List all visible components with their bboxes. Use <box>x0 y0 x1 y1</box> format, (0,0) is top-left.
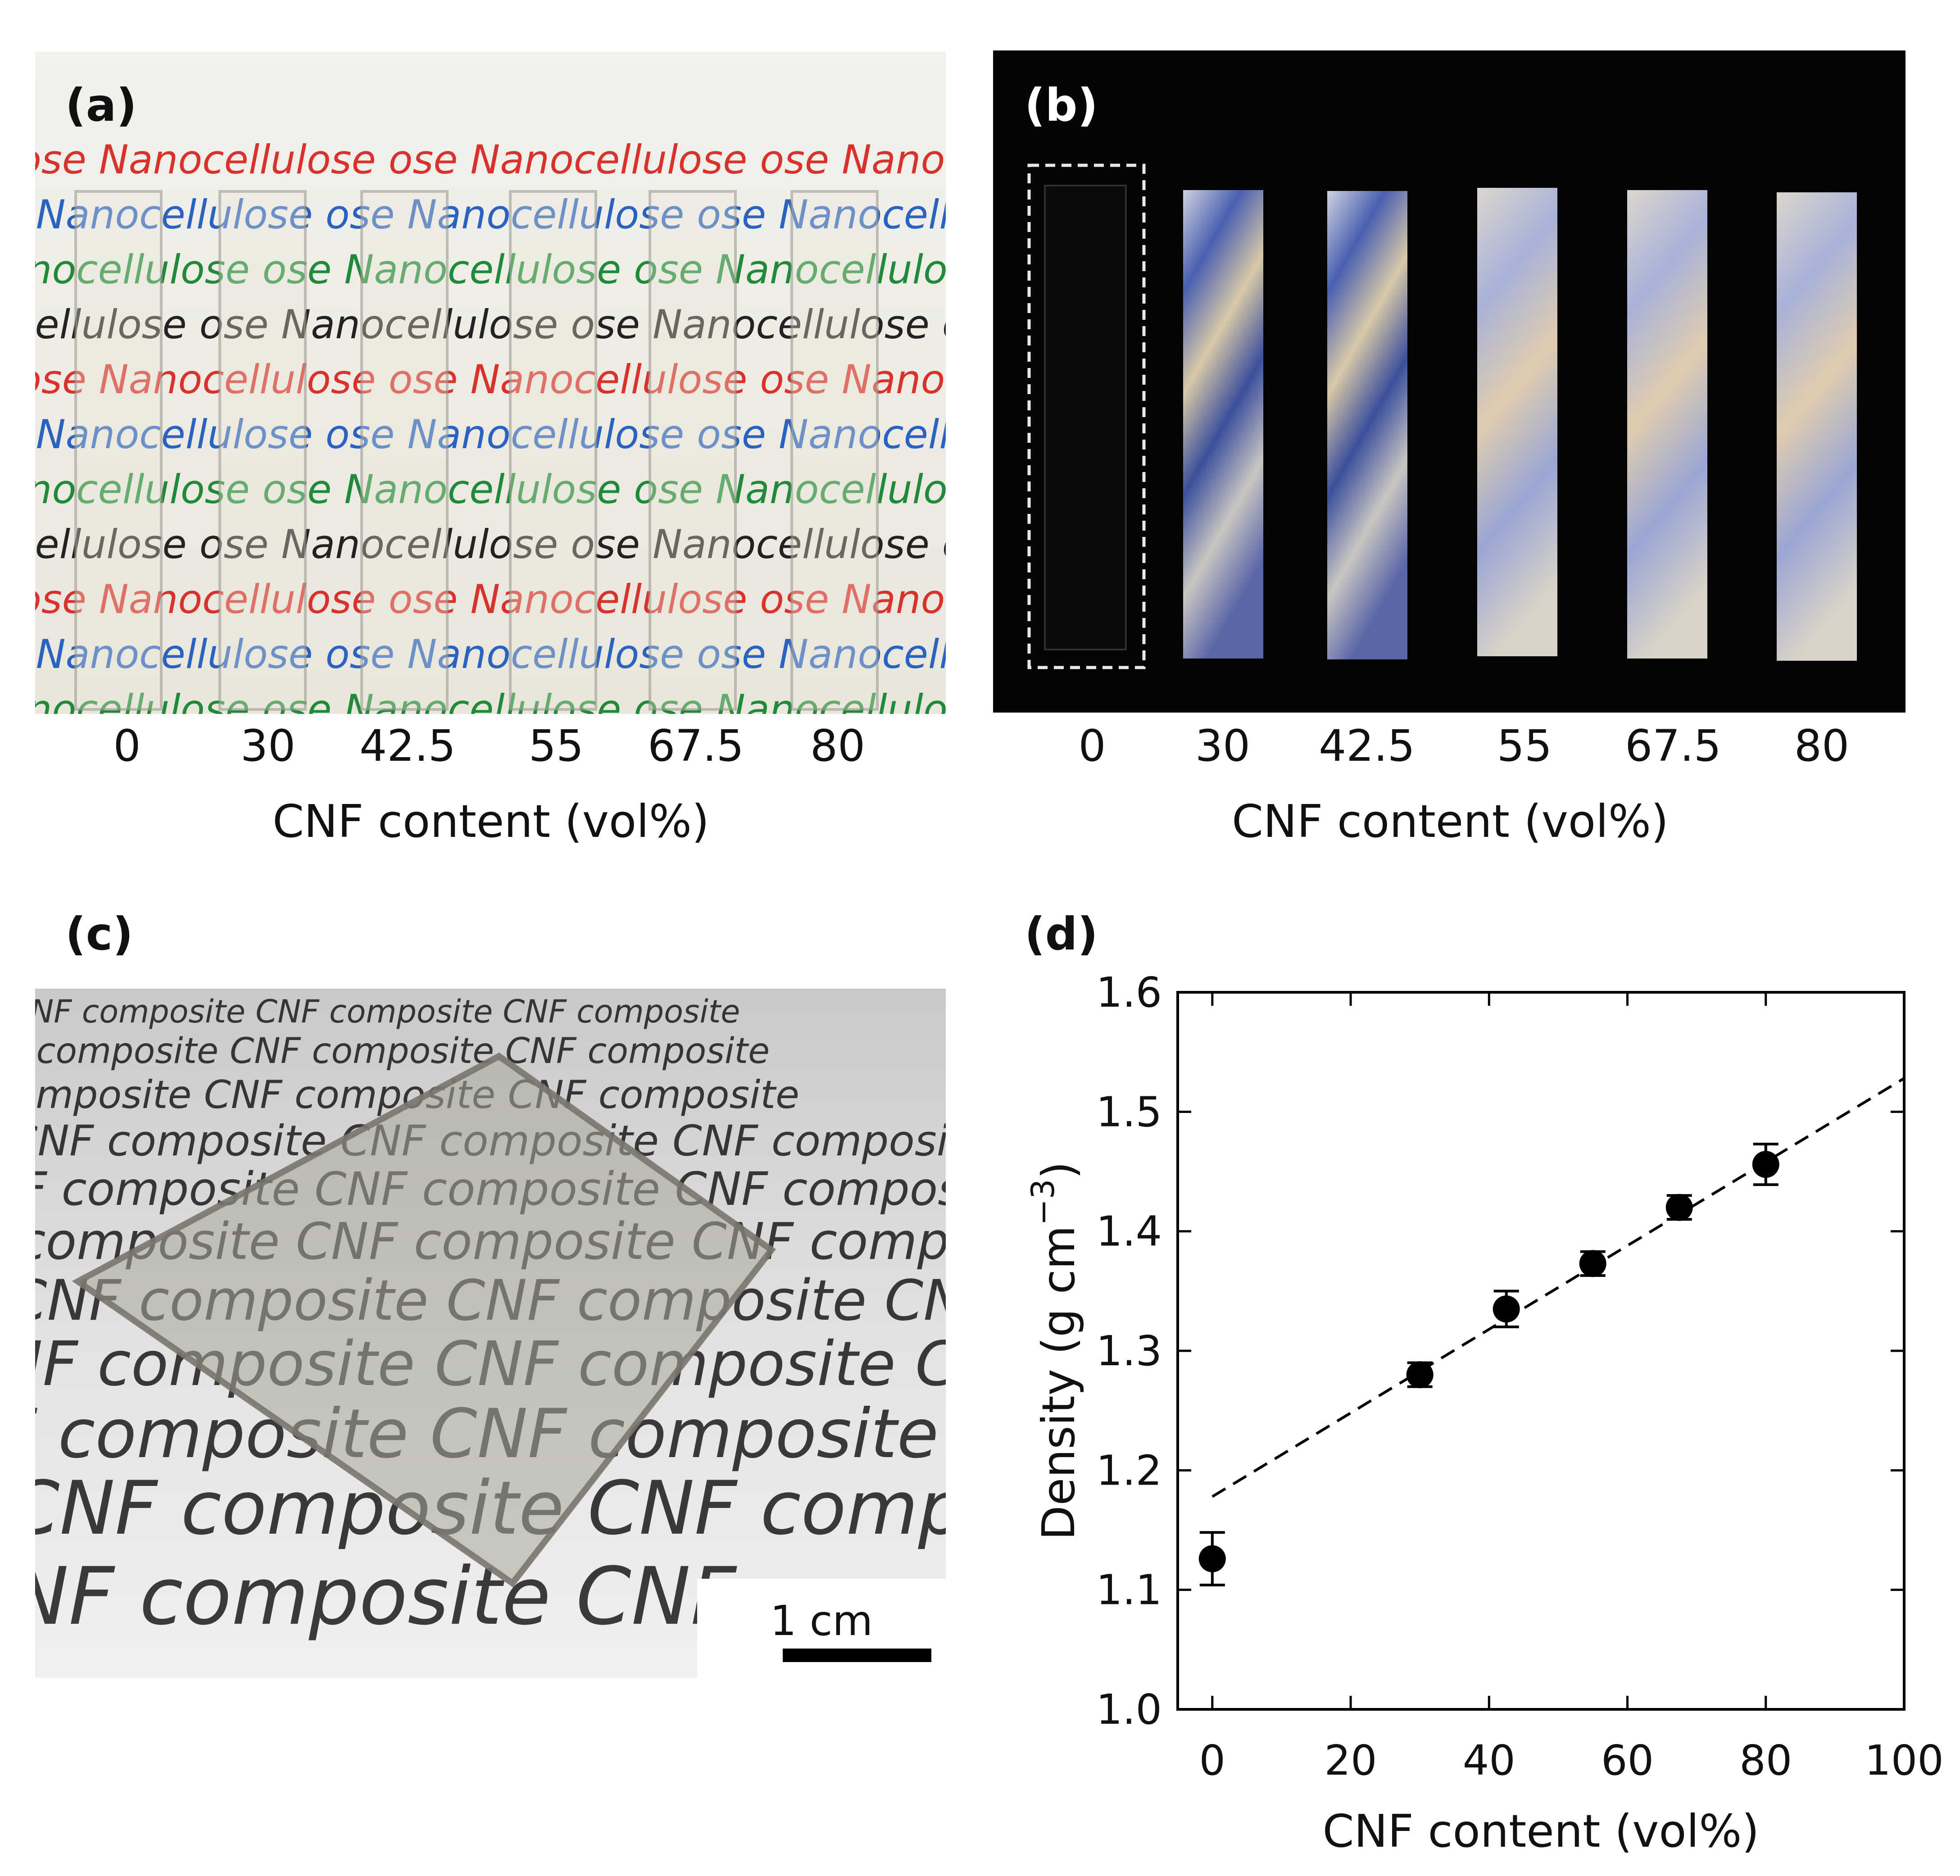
photo-a: ose Nanocellulose ose Nanocellulose ose … <box>35 52 946 714</box>
composite-plate-photo: CNF composite CNF composite CNF composit… <box>35 993 946 1643</box>
text-row: ose Nanocellulose ose Nanocellulose ose … <box>35 136 946 183</box>
panel-c-label: (c) <box>65 908 133 960</box>
text-row: ose Nanocellulose ose Nanocellulose ose … <box>35 576 946 622</box>
y-tick-label: 1.6 <box>1096 968 1162 1017</box>
panel-a-label: (a) <box>65 79 137 132</box>
panel-a-tick-labels: 0 30 42.5 55 67.5 80 <box>0 721 982 775</box>
y-tick-label: 1.5 <box>1096 1088 1162 1136</box>
panel-b-xlabel: CNF content (vol%) <box>1232 795 1669 848</box>
panel-b-label-2: 42.5 <box>1319 721 1415 771</box>
background-text-row: CNF composite CNF composite CNF composit… <box>35 993 740 1030</box>
x-tick-label: 60 <box>1601 1736 1654 1785</box>
strip-30 <box>1183 190 1263 659</box>
data-point <box>1665 1194 1693 1221</box>
panel-a-label-3: 55 <box>528 721 584 771</box>
y-tick-label: 1.0 <box>1096 1685 1162 1734</box>
plot-frame <box>1176 991 1906 1711</box>
transparent-strip <box>649 190 737 711</box>
panel-d-label: (d) <box>1025 908 1098 960</box>
data-point <box>1579 1250 1606 1277</box>
y-axis-label: Density (g cm−3) <box>1025 1162 1085 1540</box>
y-tick-label: 1.4 <box>1096 1208 1162 1256</box>
transparent-strip <box>74 190 163 711</box>
background-text-row: CNF composite CNF composite CNF composit… <box>35 1031 770 1072</box>
scalebar-label: 1 cm <box>770 1597 873 1645</box>
panel-b-label: (b) <box>1025 79 1098 132</box>
x-axis-label: CNF content (vol%) <box>1323 1805 1760 1858</box>
panel-b-label-4: 67.5 <box>1625 721 1721 771</box>
text-row: ose Nanocellulose ose Nanocellulose ose … <box>35 411 946 458</box>
text-row: ose Nanocellulose ose Nanocellulose ose … <box>35 191 946 238</box>
nanocellulose-text-photo: ose Nanocellulose ose Nanocellulose ose … <box>35 136 946 714</box>
transparent-strip <box>218 190 307 711</box>
text-row: ose Nanocellulose ose Nanocellulose ose … <box>35 631 946 677</box>
photo-c: CNF composite CNF composite CNF composit… <box>35 989 946 1678</box>
text-row: ose Nanocellulose ose Nanocellulose ose … <box>35 246 946 293</box>
text-row: ose Nanocellulose ose Nanocellulose ose … <box>35 356 946 403</box>
strip-0 <box>1044 185 1127 650</box>
x-tick-label: 40 <box>1463 1736 1515 1785</box>
panel-b-label-3: 55 <box>1497 721 1552 771</box>
x-tick-label: 0 <box>1199 1736 1226 1785</box>
strip-42-5 <box>1327 191 1407 659</box>
x-tick-label: 80 <box>1739 1736 1792 1785</box>
transparent-strip <box>360 190 449 711</box>
y-tick-label: 1.1 <box>1096 1566 1162 1614</box>
data-point <box>1406 1361 1434 1389</box>
text-row: ose Nanocellulose ose Nanocellulose ose … <box>35 521 946 568</box>
strip-67-5 <box>1627 190 1707 659</box>
panel-a-label-4: 67.5 <box>648 721 744 771</box>
strip-80 <box>1777 192 1857 661</box>
panel-a-label-0: 0 <box>113 721 141 771</box>
data-point <box>1493 1295 1520 1323</box>
polarized-strips-photo <box>1027 164 1857 669</box>
data-point <box>1198 1545 1226 1572</box>
scalebar <box>783 1649 931 1662</box>
strip-55 <box>1477 188 1557 656</box>
x-tick-label: 20 <box>1325 1736 1377 1785</box>
panel-a-label-2: 42.5 <box>359 721 456 771</box>
photo-b <box>993 50 1906 713</box>
x-tick-label: 100 <box>1865 1736 1944 1785</box>
reference-box-dashed <box>1027 164 1146 669</box>
panel-b-label-1: 30 <box>1195 721 1251 771</box>
panel-b-label-5: 80 <box>1794 721 1850 771</box>
y-tick-label: 1.2 <box>1096 1446 1162 1494</box>
panel-a-label-1: 30 <box>240 721 296 771</box>
panel-a-label-5: 80 <box>810 721 866 771</box>
scalebar-box: 1 cm <box>697 1579 946 1678</box>
text-row: ose Nanocellulose ose Nanocellulose ose … <box>35 301 946 348</box>
text-row: ose Nanocellulose ose Nanocellulose ose … <box>35 466 946 513</box>
transparent-strip <box>509 190 597 711</box>
y-tick-label: 1.3 <box>1096 1327 1162 1375</box>
panel-a-xlabel: CNF content (vol%) <box>272 795 709 848</box>
panel-b-label-0: 0 <box>1078 721 1106 771</box>
composite-plate <box>72 1052 776 1588</box>
transparent-strip <box>790 190 879 711</box>
data-point <box>1752 1151 1779 1178</box>
panel-b-tick-labels: 0 30 42.5 55 67.5 80 <box>0 721 1960 775</box>
fit-line <box>1211 1077 1905 1498</box>
